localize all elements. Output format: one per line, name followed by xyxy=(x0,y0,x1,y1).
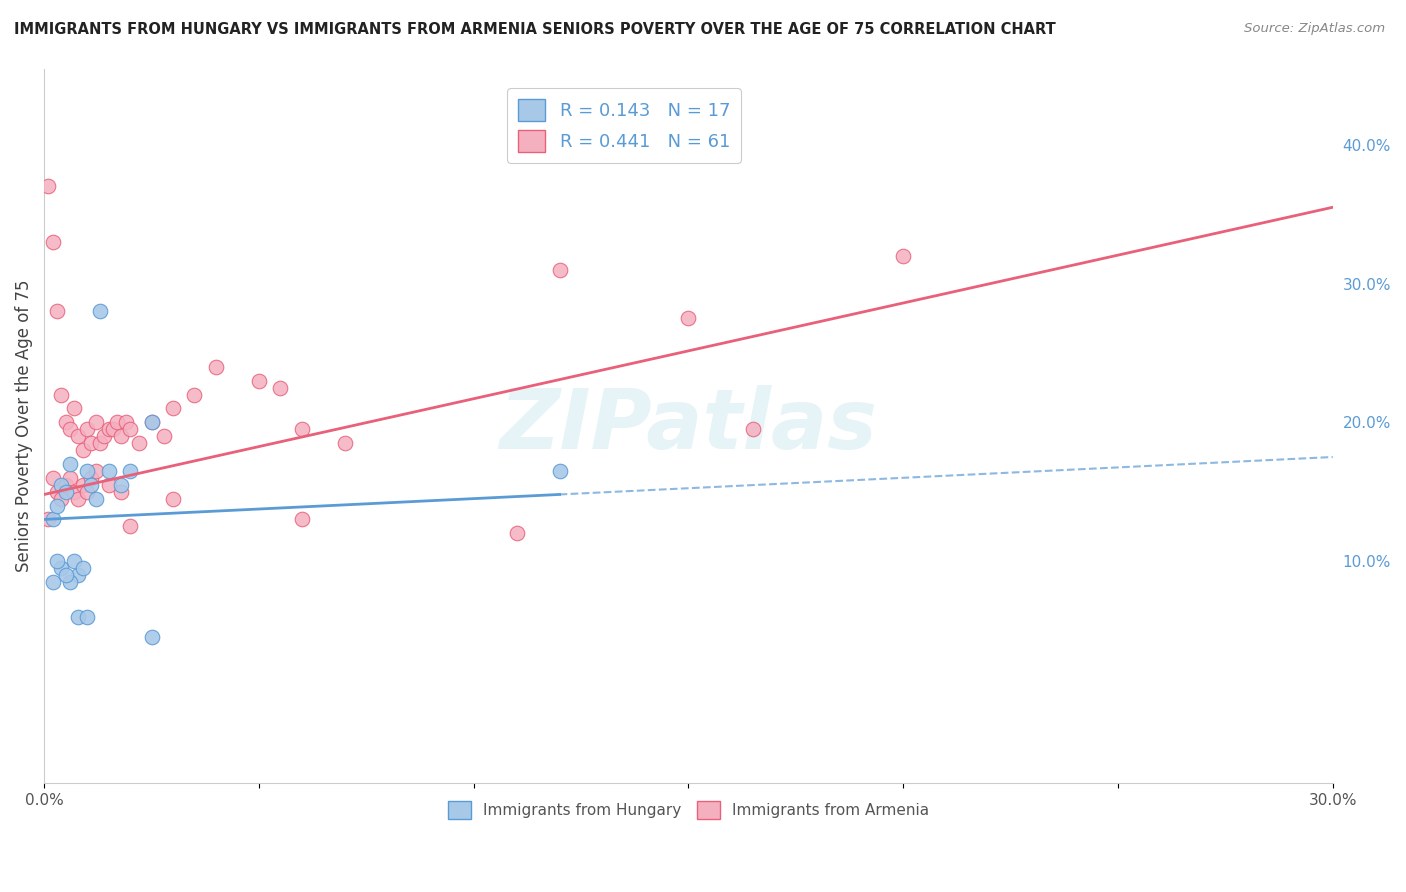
Point xyxy=(548,464,571,478)
Point xyxy=(110,429,132,443)
Text: ZIPatlas: ZIPatlas xyxy=(499,385,877,467)
Point xyxy=(80,477,103,491)
Point xyxy=(46,304,69,318)
Legend: Immigrants from Hungary, Immigrants from Armenia: Immigrants from Hungary, Immigrants from… xyxy=(441,795,935,825)
Point xyxy=(291,422,314,436)
Point xyxy=(505,526,527,541)
Point xyxy=(72,443,94,458)
Point xyxy=(72,477,94,491)
Point xyxy=(183,387,205,401)
Point xyxy=(41,235,63,249)
Point xyxy=(63,554,86,568)
Point xyxy=(41,512,63,526)
Point xyxy=(51,561,73,575)
Point xyxy=(128,436,150,450)
Point xyxy=(247,374,270,388)
Point xyxy=(51,477,73,491)
Point xyxy=(141,415,163,429)
Point xyxy=(205,359,228,374)
Point xyxy=(80,471,103,485)
Point xyxy=(891,249,914,263)
Point xyxy=(105,415,128,429)
Point xyxy=(46,554,69,568)
Point xyxy=(80,436,103,450)
Point xyxy=(59,471,82,485)
Point xyxy=(269,381,291,395)
Point xyxy=(76,464,98,478)
Point xyxy=(141,415,163,429)
Point xyxy=(89,436,111,450)
Point xyxy=(67,609,90,624)
Point xyxy=(51,491,73,506)
Point xyxy=(141,631,163,645)
Point xyxy=(46,484,69,499)
Point xyxy=(76,422,98,436)
Point xyxy=(76,484,98,499)
Point xyxy=(37,512,59,526)
Point xyxy=(162,491,184,506)
Y-axis label: Seniors Poverty Over the Age of 75: Seniors Poverty Over the Age of 75 xyxy=(15,279,32,572)
Point xyxy=(101,422,124,436)
Point xyxy=(37,179,59,194)
Point xyxy=(162,401,184,416)
Point xyxy=(89,304,111,318)
Point xyxy=(548,262,571,277)
Text: Source: ZipAtlas.com: Source: ZipAtlas.com xyxy=(1244,22,1385,36)
Point xyxy=(72,561,94,575)
Point xyxy=(97,464,120,478)
Point xyxy=(67,429,90,443)
Point xyxy=(67,568,90,582)
Point xyxy=(118,519,141,533)
Point xyxy=(114,415,136,429)
Point xyxy=(59,422,82,436)
Point xyxy=(678,311,700,326)
Point xyxy=(97,477,120,491)
Point xyxy=(59,574,82,589)
Point xyxy=(84,491,107,506)
Point xyxy=(59,457,82,471)
Point xyxy=(110,477,132,491)
Point xyxy=(118,422,141,436)
Point xyxy=(153,429,176,443)
Point xyxy=(51,387,73,401)
Point xyxy=(41,471,63,485)
Point xyxy=(118,464,141,478)
Point xyxy=(55,568,77,582)
Point xyxy=(291,512,314,526)
Point xyxy=(55,415,77,429)
Point xyxy=(110,484,132,499)
Point xyxy=(55,484,77,499)
Point xyxy=(84,464,107,478)
Point xyxy=(84,415,107,429)
Point xyxy=(55,477,77,491)
Point xyxy=(97,422,120,436)
Point xyxy=(67,491,90,506)
Point xyxy=(46,499,69,513)
Point xyxy=(333,436,356,450)
Point xyxy=(63,401,86,416)
Point xyxy=(41,574,63,589)
Point xyxy=(93,429,115,443)
Point xyxy=(63,484,86,499)
Point xyxy=(76,609,98,624)
Text: IMMIGRANTS FROM HUNGARY VS IMMIGRANTS FROM ARMENIA SENIORS POVERTY OVER THE AGE : IMMIGRANTS FROM HUNGARY VS IMMIGRANTS FR… xyxy=(14,22,1056,37)
Point xyxy=(741,422,763,436)
